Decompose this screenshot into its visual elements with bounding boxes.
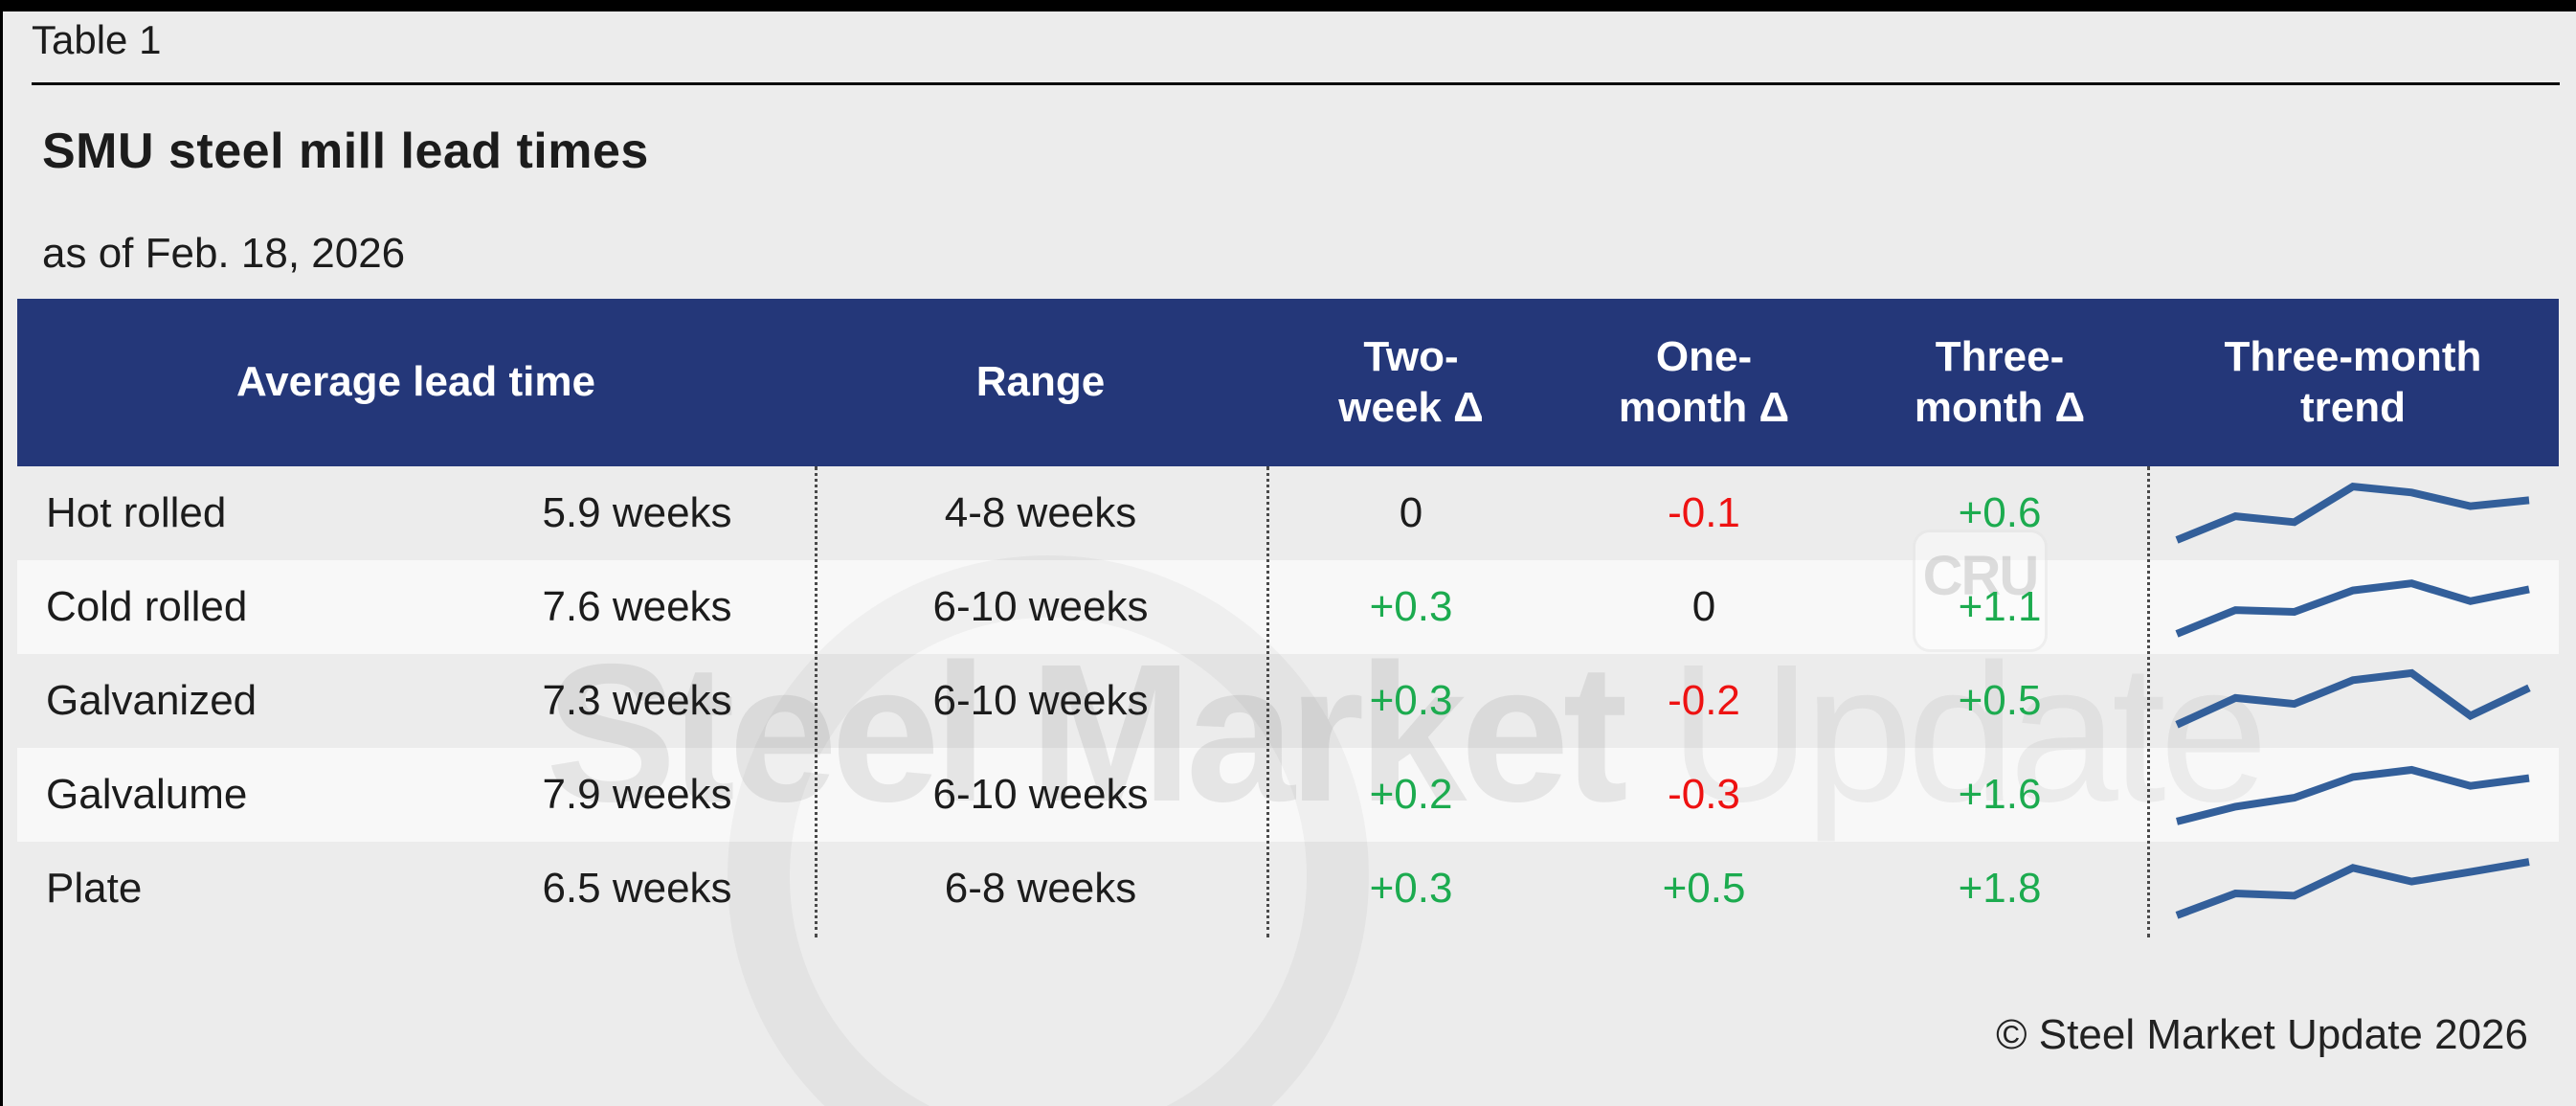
one-month-delta-cell: -0.1 — [1668, 489, 1740, 536]
three-month-delta-cell: +0.6 — [1958, 489, 2042, 536]
range-cell: 4-8 weeks — [944, 489, 1137, 536]
two-week-delta-cell: +0.3 — [1369, 677, 1453, 724]
trend-sparkline — [2147, 570, 2559, 644]
table-row: Hot rolled 5.9 weeks 4-8 weeks 0 -0.1 +0… — [17, 466, 2559, 560]
two-week-delta-cell: +0.3 — [1369, 583, 1453, 630]
average-lead-time-cell: 7.3 weeks — [542, 677, 732, 724]
three-month-delta-cell: +1.8 — [1958, 865, 2042, 912]
two-week-delta-cell: 0 — [1399, 489, 1423, 536]
range-cell: 6-10 weeks — [932, 771, 1149, 818]
page-title: SMU steel mill lead times — [42, 124, 649, 179]
header-one-month-delta: One- month Δ — [1618, 332, 1790, 431]
product-cell: Galvanized — [46, 677, 258, 724]
trend-sparkline — [2147, 851, 2559, 926]
column-separator — [2147, 466, 2150, 937]
range-cell: 6-10 weeks — [932, 677, 1149, 724]
trend-sparkline — [2147, 664, 2559, 738]
header-three-month-trend: Three-month trend — [2224, 332, 2482, 431]
left-frame-bar — [0, 0, 3, 1106]
header-average-lead-time: Average lead time — [236, 358, 595, 406]
one-month-delta-cell: +0.5 — [1662, 865, 1746, 912]
one-month-delta-cell: -0.2 — [1668, 677, 1740, 724]
average-lead-time-cell: 7.6 weeks — [542, 583, 732, 630]
table-tag: Table 1 — [32, 17, 162, 62]
header-range: Range — [975, 358, 1106, 406]
top-frame-bar — [0, 0, 2576, 11]
two-week-delta-cell: +0.3 — [1369, 865, 1453, 912]
two-week-delta-cell: +0.2 — [1369, 771, 1453, 818]
three-month-delta-cell: +1.6 — [1958, 771, 2042, 818]
table-row: Cold rolled 7.6 weeks 6-10 weeks +0.3 0 … — [17, 560, 2559, 654]
one-month-delta-cell: 0 — [1691, 583, 1716, 630]
product-cell: Galvalume — [46, 771, 248, 818]
header-two-week-delta: Two- week Δ — [1338, 332, 1484, 431]
one-month-delta-cell: -0.3 — [1668, 771, 1740, 818]
range-cell: 6-10 weeks — [932, 583, 1149, 630]
header-three-month-delta: Three- month Δ — [1914, 332, 2086, 431]
product-cell: Hot rolled — [46, 489, 227, 536]
product-cell: Cold rolled — [46, 583, 248, 630]
three-month-delta-cell: +1.1 — [1958, 583, 2042, 630]
average-lead-time-cell: 5.9 weeks — [542, 489, 732, 536]
average-lead-time-cell: 6.5 weeks — [542, 865, 732, 912]
column-separator — [1266, 466, 1269, 937]
table-header-row: Average lead time Range Two- week Δ One-… — [17, 299, 2559, 466]
table-row: Galvanized 7.3 weeks 6-10 weeks +0.3 -0.… — [17, 654, 2559, 748]
column-separator — [815, 466, 818, 937]
table-body: Hot rolled 5.9 weeks 4-8 weeks 0 -0.1 +0… — [17, 466, 2559, 936]
trend-sparkline — [2147, 757, 2559, 832]
trend-sparkline — [2147, 476, 2559, 551]
copyright-notice: © Steel Market Update 2026 — [1996, 1011, 2528, 1058]
three-month-delta-cell: +0.5 — [1958, 677, 2042, 724]
as-of-date: as of Feb. 18, 2026 — [42, 230, 406, 277]
table-row: Galvalume 7.9 weeks 6-10 weeks +0.2 -0.3… — [17, 748, 2559, 842]
tag-divider — [32, 82, 2560, 85]
range-cell: 6-8 weeks — [944, 865, 1137, 912]
table-row: Plate 6.5 weeks 6-8 weeks +0.3 +0.5 +1.8 — [17, 842, 2559, 936]
average-lead-time-cell: 7.9 weeks — [542, 771, 732, 818]
product-cell: Plate — [46, 865, 143, 912]
